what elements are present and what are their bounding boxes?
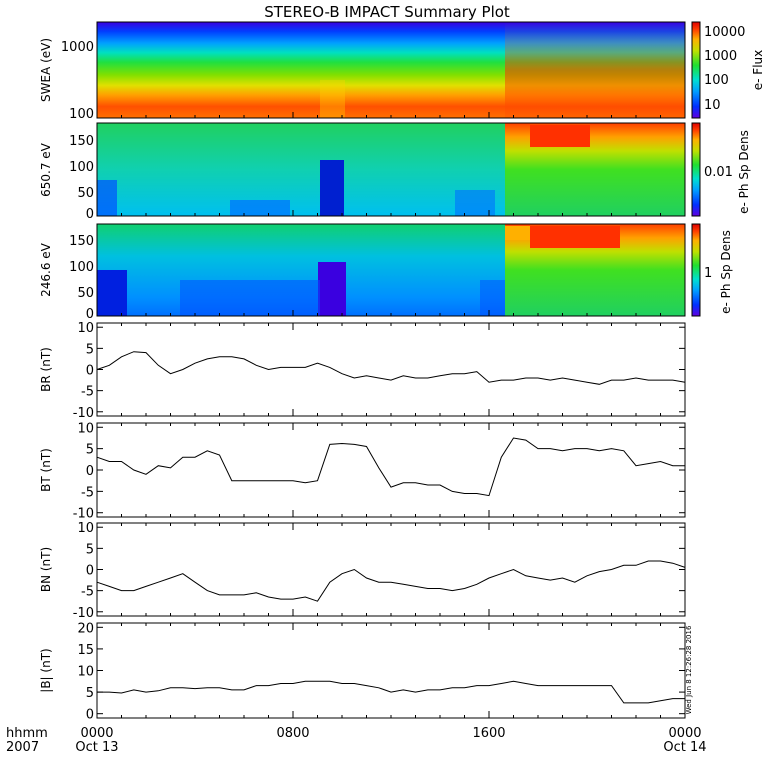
pad246-ytick-0: 0 (86, 307, 94, 322)
swea-spectrogram (97, 22, 685, 118)
pad246-ytick-50: 50 (77, 286, 94, 301)
series-line-BR (96, 351, 686, 385)
side-timestamp: Wed Jun 8 12:26:28 2016 (685, 625, 693, 714)
ytick-label: 15 (77, 643, 94, 658)
swea-cbar-tick-10000: 10000 (704, 25, 745, 40)
panel-4: 20 15 10 5 0 |B| (nT) (39, 621, 686, 723)
xtick-hhmm: 0000 (80, 726, 113, 741)
xaxis-row2-label: 2007 (6, 740, 39, 755)
ytick-label: 10 (77, 665, 94, 680)
ytick-label: 5 (86, 686, 94, 701)
pad650-ytick-0: 0 (86, 207, 94, 222)
pad246-ytick-100: 100 (69, 260, 94, 275)
ytick-label: -5 (81, 485, 94, 500)
ytick-label: -5 (81, 385, 94, 400)
series-line-BT (96, 437, 685, 497)
xtick-date: Oct 13 (75, 740, 118, 755)
pad650-ytick-150: 150 (69, 134, 94, 149)
xtick-date: Oct 14 (663, 740, 706, 755)
xtick-hhmm: 0800 (276, 726, 309, 741)
panel-1: 10 5 0 -5 -10 BR (nT) (39, 321, 686, 421)
pad650-ylabel: 650.7 eV (39, 142, 53, 197)
ytick-label: 0 (86, 564, 94, 579)
series-ylabel: BR (nT) (39, 347, 53, 392)
series-ylabel: BN (nT) (39, 547, 53, 592)
swea-ytick-100: 100 (69, 107, 94, 122)
pad650-ytick-100: 100 (69, 160, 94, 175)
panel-2: 10 5 0 -5 -10 BT (nT) (39, 421, 686, 522)
pad246-colorbar (691, 223, 701, 317)
panel-frame (96, 422, 686, 518)
ytick-label: 5 (86, 443, 94, 458)
ytick-label: 10 (77, 421, 94, 436)
ytick-label: 20 (77, 621, 94, 636)
pad246-spectrogram (97, 224, 685, 316)
ytick-label: 0 (86, 464, 94, 479)
ytick-label: -10 (73, 606, 94, 621)
ytick-label: 10 (77, 321, 94, 336)
swea-cbar-tick-10: 10 (704, 98, 721, 113)
ytick-label: 10 (77, 521, 94, 536)
ytick-label: 5 (86, 542, 94, 557)
pad650-ytick-50: 50 (77, 186, 94, 201)
pad246-ylabel: 246.6 eV (39, 242, 53, 297)
ytick-label: -10 (73, 507, 94, 522)
swea-cbar-tick-100: 100 (704, 73, 729, 88)
pad650-colorbar (691, 122, 701, 217)
panel-frame (96, 622, 686, 719)
series-line-|B| (97, 680, 685, 704)
xtick-hhmm: 1600 (472, 726, 505, 741)
ytick-label: -5 (81, 585, 94, 600)
ytick-label: 0 (86, 364, 94, 379)
xtick-hhmm: 0000 (668, 726, 701, 741)
pad650-cbar-label: e- Ph Sp Dens (737, 130, 751, 214)
panel-frame (96, 322, 686, 417)
pad246-cbar-label: e- Ph Sp Dens (719, 230, 733, 314)
panel-frame (96, 522, 686, 617)
series-ylabel: BT (nT) (39, 448, 53, 492)
swea-cbar-tick-1000: 1000 (704, 49, 737, 64)
series-ylabel: |B| (nT) (39, 648, 53, 692)
pad650-spectrogram (97, 123, 685, 216)
pad650-cbar-tick: 0.01 (704, 165, 733, 180)
swea-ylabel: SWEA (eV) (39, 38, 53, 102)
panel-3: 10 5 0 -5 -10 BN (nT) (39, 521, 686, 621)
ytick-label: 5 (86, 342, 94, 357)
ytick-label: -10 (73, 406, 94, 421)
swea-cbar-label: e- Flux (751, 50, 765, 90)
pad246-ytick-150: 150 (69, 234, 94, 249)
pad246-cbar-tick: 1 (704, 266, 712, 281)
swea-colorbar (691, 21, 701, 119)
figure-title: STEREO-B IMPACT Summary Plot (264, 3, 510, 21)
series-line-BN (96, 560, 686, 602)
swea-ytick-1000: 1000 (61, 40, 94, 55)
ytick-label: 0 (86, 708, 94, 723)
xaxis-row1-label: hhmm (6, 726, 48, 741)
